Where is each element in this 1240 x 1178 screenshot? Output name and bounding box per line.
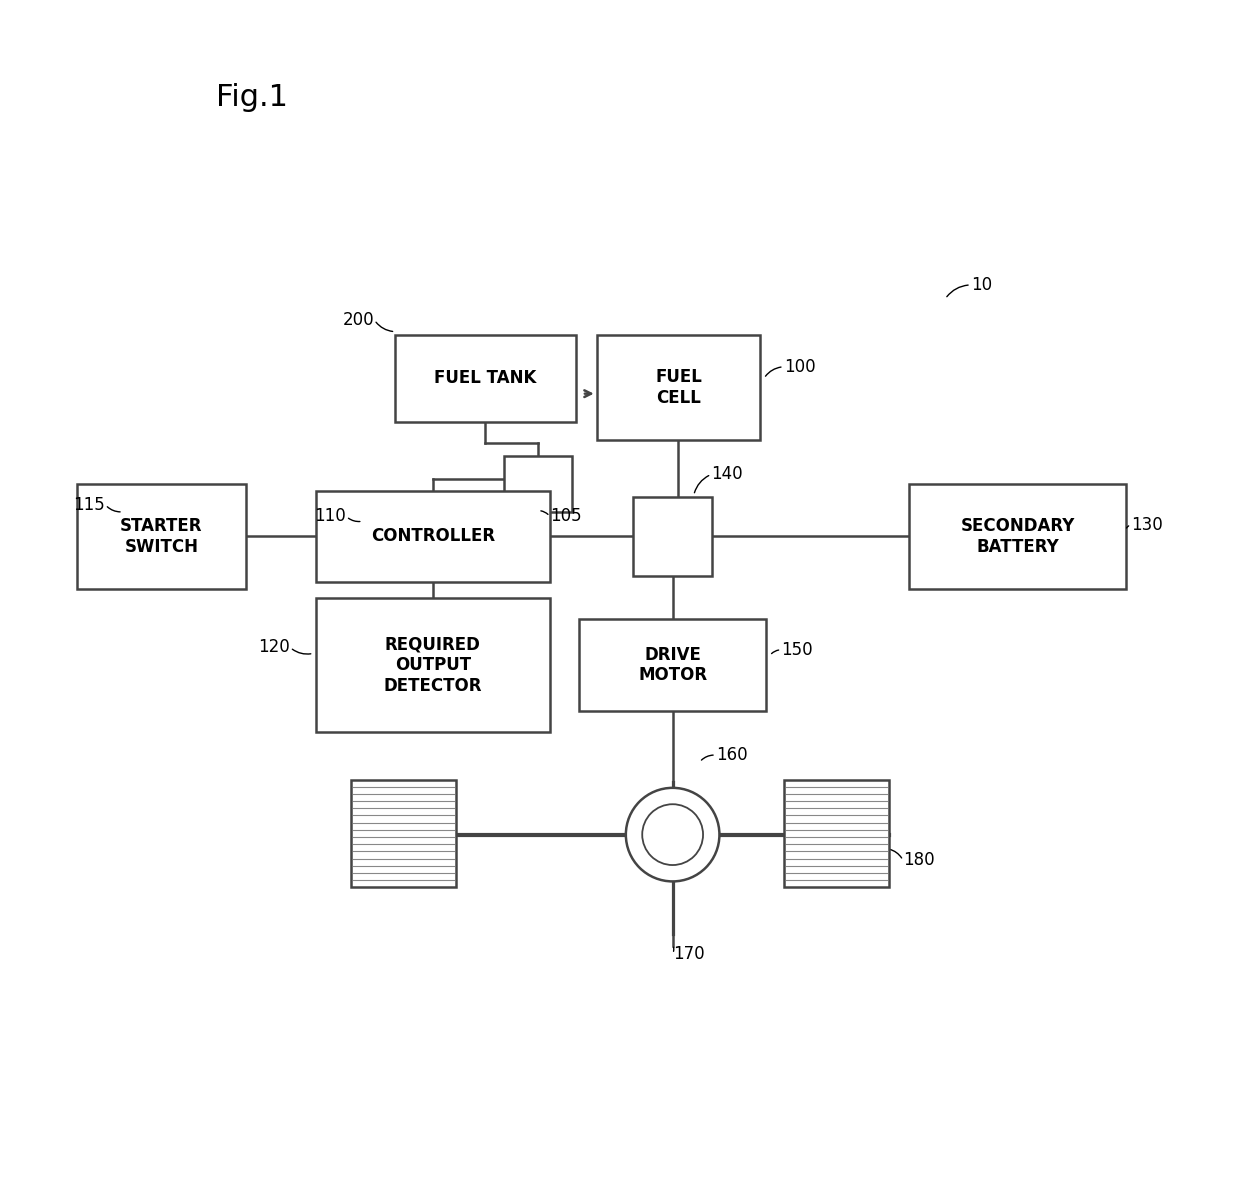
FancyBboxPatch shape [394,335,577,423]
FancyBboxPatch shape [909,484,1126,589]
FancyBboxPatch shape [632,497,713,576]
Text: FUEL
CELL: FUEL CELL [655,369,702,408]
Text: REQUIRED
OUTPUT
DETECTOR: REQUIRED OUTPUT DETECTOR [383,635,482,695]
Text: 10: 10 [971,276,992,293]
Text: 180: 180 [903,852,935,869]
Circle shape [642,805,703,865]
FancyBboxPatch shape [579,620,766,710]
Text: 200: 200 [342,311,374,329]
Text: 120: 120 [258,638,290,656]
Text: 170: 170 [672,945,704,962]
Text: FUEL TANK: FUEL TANK [434,370,537,388]
Text: 110: 110 [315,508,346,525]
Text: 100: 100 [784,358,816,376]
Text: DRIVE
MOTOR: DRIVE MOTOR [639,646,707,684]
FancyBboxPatch shape [77,484,247,589]
FancyBboxPatch shape [596,336,760,441]
Text: 150: 150 [781,641,813,659]
FancyBboxPatch shape [316,597,549,733]
Text: 160: 160 [715,746,748,765]
Text: Fig.1: Fig.1 [217,84,289,112]
Text: 105: 105 [549,508,582,525]
Bar [784,780,889,887]
Text: 130: 130 [1131,516,1163,534]
Text: 115: 115 [73,496,105,514]
Text: CONTROLLER: CONTROLLER [371,528,495,545]
Text: STARTER
SWITCH: STARTER SWITCH [120,517,203,556]
Text: 140: 140 [712,465,743,483]
Bar [351,780,456,887]
Text: SECONDARY
BATTERY: SECONDARY BATTERY [961,517,1075,556]
FancyBboxPatch shape [505,456,572,511]
FancyBboxPatch shape [316,491,549,582]
Circle shape [626,788,719,881]
